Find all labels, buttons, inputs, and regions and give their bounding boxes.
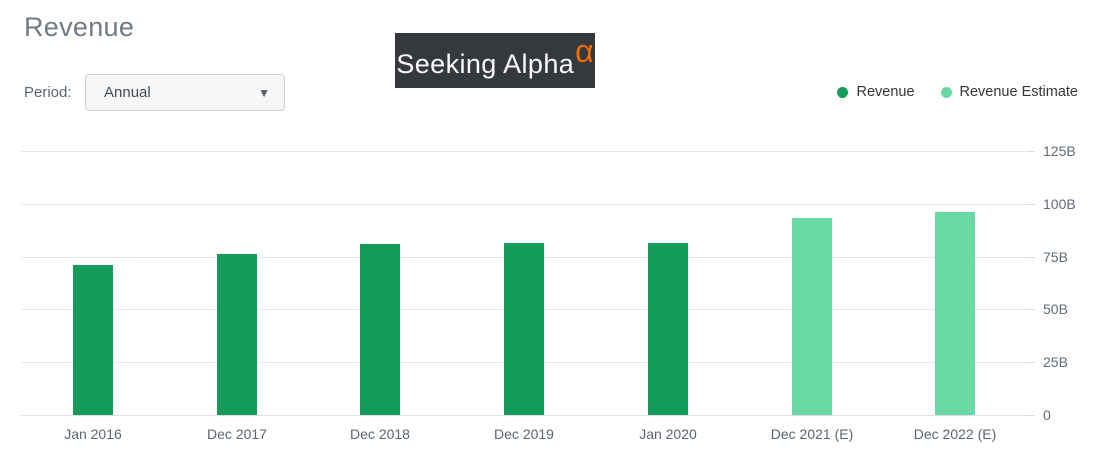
- bar-jan-2016[interactable]: [73, 265, 113, 415]
- y-axis-label: 75B: [1043, 249, 1068, 265]
- period-selected-value: Annual: [104, 84, 151, 101]
- gridline: [21, 204, 1027, 205]
- period-dropdown[interactable]: Annual ▼: [85, 74, 285, 111]
- bar-dec-2019[interactable]: [504, 243, 544, 415]
- legend-label: Revenue: [856, 84, 915, 100]
- x-axis-label: Dec 2022 (E): [913, 426, 997, 442]
- alpha-icon: α: [575, 33, 594, 69]
- legend-item-revenue-estimate[interactable]: Revenue Estimate: [940, 84, 1078, 100]
- legend-dot-icon: [837, 86, 849, 98]
- page-title: Revenue: [24, 12, 135, 42]
- bar-dec-2021-e[interactable]: [792, 218, 832, 415]
- x-axis-baseline: [21, 415, 1027, 416]
- x-axis-label: Dec 2018: [350, 426, 410, 442]
- legend-item-revenue[interactable]: Revenue: [837, 84, 915, 100]
- x-axis-label: Dec 2021 (E): [770, 426, 854, 442]
- seeking-alpha-logo: Seeking Alpha α: [395, 33, 595, 88]
- y-axis-tick: [1027, 362, 1035, 363]
- y-axis-label: 0: [1043, 407, 1051, 423]
- x-axis-label: Dec 2019: [494, 426, 554, 442]
- bar-dec-2022-e[interactable]: [935, 212, 975, 415]
- bar-dec-2018[interactable]: [360, 244, 400, 415]
- chart-legend: Revenue Revenue Estimate: [837, 84, 1078, 100]
- y-axis-label: 100B: [1043, 196, 1076, 212]
- chevron-down-icon: ▼: [258, 85, 270, 100]
- x-axis-label: Jan 2020: [639, 426, 697, 442]
- gridline: [21, 151, 1027, 152]
- y-axis-tick: [1027, 204, 1035, 205]
- seeking-alpha-logo-text: Seeking Alpha: [396, 49, 575, 79]
- bar-jan-2020[interactable]: [648, 243, 688, 415]
- period-label: Period:: [24, 84, 72, 101]
- y-axis-label: 125B: [1043, 143, 1076, 159]
- bar-dec-2017[interactable]: [217, 254, 257, 415]
- y-axis-tick: [1027, 151, 1035, 152]
- y-axis-tick: [1027, 415, 1035, 416]
- y-axis-label: 25B: [1043, 354, 1068, 370]
- y-axis-tick: [1027, 257, 1035, 258]
- y-axis-label: 50B: [1043, 301, 1068, 317]
- y-axis-tick: [1027, 309, 1035, 310]
- x-axis-label: Dec 2017: [207, 426, 267, 442]
- legend-dot-icon: [940, 86, 952, 98]
- x-axis-label: Jan 2016: [64, 426, 122, 442]
- legend-label: Revenue Estimate: [959, 84, 1078, 100]
